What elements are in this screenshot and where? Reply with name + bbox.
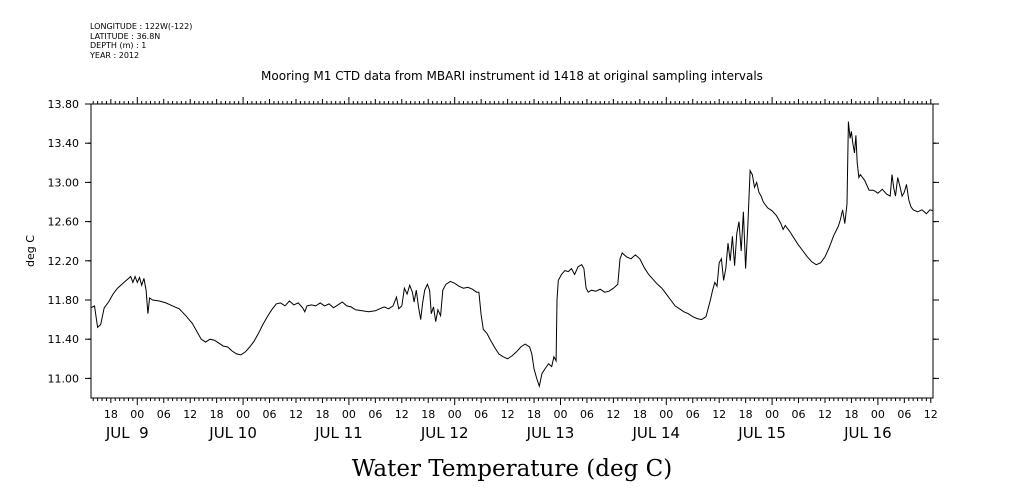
x-hour-label: 12 <box>289 408 303 421</box>
x-hour-label: 18 <box>739 408 753 421</box>
longitude-text: LONGITUDE : 122W(-122) <box>90 22 193 31</box>
x-hour-label: 18 <box>210 408 224 421</box>
x-hour-label: 06 <box>157 408 171 421</box>
x-hour-label: 12 <box>395 408 409 421</box>
y-tick-label: 11.00 <box>48 372 80 385</box>
x-hour-label: 00 <box>553 408 567 421</box>
x-day-label: JUL 11 <box>314 424 363 442</box>
x-hour-label: 12 <box>501 408 515 421</box>
x-hour-label: 06 <box>792 408 806 421</box>
x-hour-label: 00 <box>765 408 779 421</box>
metadata-block: LONGITUDE : 122W(-122) LATITUDE : 36.8N … <box>90 22 192 60</box>
x-hour-label: 18 <box>844 408 858 421</box>
x-hour-label: 18 <box>527 408 541 421</box>
y-tick-label: 11.40 <box>48 333 80 346</box>
x-hour-label: 12 <box>818 408 832 421</box>
x-hour-label: 06 <box>263 408 277 421</box>
y-tick-label: 12.60 <box>48 216 80 229</box>
x-hour-label: 12 <box>712 408 726 421</box>
x-day-label: JUL 12 <box>420 424 469 442</box>
water-temperature-line <box>90 121 934 389</box>
x-hour-label: 18 <box>633 408 647 421</box>
y-axis: 13.80 13.40 13.00 12.60 12.20 11.80 11.40 11.00 <box>48 98 939 385</box>
x-hour-label: 00 <box>342 408 356 421</box>
x-day-label: JUL 13 <box>526 424 575 442</box>
x-hour-label: 18 <box>315 408 329 421</box>
x-axis-label: Water Temperature (deg C) <box>352 456 672 482</box>
x-day-label: JUL 10 <box>208 424 257 442</box>
x-hour-label: 18 <box>104 408 118 421</box>
x-hour-label: 06 <box>897 408 911 421</box>
y-tick-label: 13.40 <box>48 137 80 150</box>
year-text: YEAR : 2012 <box>90 50 140 60</box>
x-hour-label: 00 <box>659 408 673 421</box>
x-axis: 18 00 06 12 18 00 06 12 18 00 06 12 18 00 06 12 18 00 06 12… <box>92 97 938 442</box>
x-day-label: JUL 15 <box>737 424 786 442</box>
y-axis-label: deg C <box>24 235 37 267</box>
x-hour-label: 06 <box>686 408 700 421</box>
x-hour-label: 18 <box>421 408 435 421</box>
x-hour-label: 12 <box>183 408 197 421</box>
y-tick-label: 13.80 <box>48 98 80 111</box>
x-hour-label: 12 <box>606 408 620 421</box>
x-hour-label: 00 <box>236 408 250 421</box>
x-day-label: JUL 16 <box>843 424 892 442</box>
y-tick-label: 12.20 <box>48 255 80 268</box>
depth-text: DEPTH (m) : 1 <box>90 41 147 50</box>
y-tick-label: 13.00 <box>48 176 80 189</box>
x-hour-label: 00 <box>130 408 144 421</box>
x-hour-label: 12 <box>924 408 938 421</box>
x-day-label: JUL 9 <box>105 424 149 442</box>
x-hour-label: 06 <box>474 408 488 421</box>
x-day-label: JUL 14 <box>631 424 680 442</box>
x-hour-label: 06 <box>368 408 382 421</box>
plot-frame <box>90 103 934 399</box>
y-tick-label: 11.80 <box>48 294 80 307</box>
latitude-text: LATITUDE : 36.8N <box>90 31 161 41</box>
chart-title: Mooring M1 CTD data from MBARI instrumen… <box>261 69 763 83</box>
x-hour-label: 00 <box>448 408 462 421</box>
x-hour-label: 06 <box>580 408 594 421</box>
x-hour-label: 00 <box>871 408 885 421</box>
